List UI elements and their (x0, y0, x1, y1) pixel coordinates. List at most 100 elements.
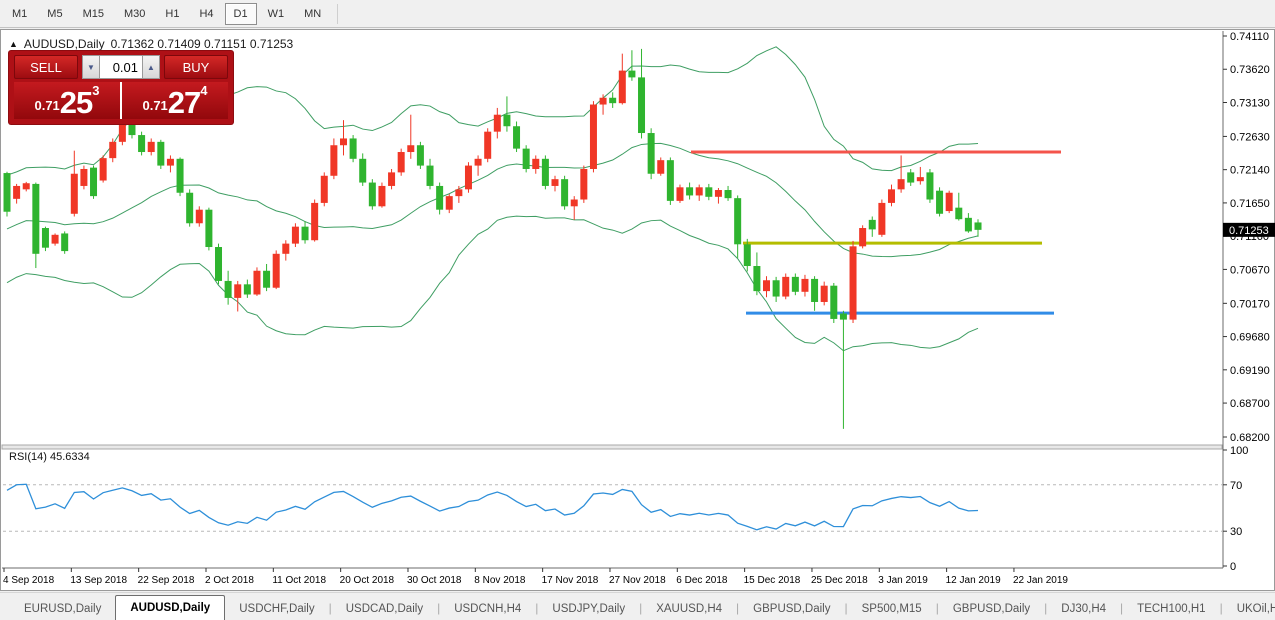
symbol-tab-usdcnh-h4[interactable]: USDCNH,H4 (454, 602, 522, 615)
sell-button[interactable]: SELL (14, 55, 78, 79)
sell-price-prefix: 0.71 (34, 98, 60, 113)
sell-price-button[interactable]: 0.71 25 3 (14, 82, 120, 119)
candle-body (782, 276, 790, 297)
symbol-tab-ukoil-h1[interactable]: UKOil,H1 (1236, 602, 1275, 615)
candle-body (666, 160, 674, 201)
candle-body (109, 141, 117, 159)
symbol-tab-sp500-m15[interactable]: SP500,M15 (861, 602, 922, 615)
timeframe-button-m15[interactable]: M15 (82, 7, 104, 20)
date-tick-label: 22 Sep 2018 (138, 575, 195, 586)
candle-body (157, 141, 165, 166)
candle-body (647, 133, 655, 174)
price-tick-label: 0.69680 (1230, 332, 1270, 344)
symbol-tab-tech100-h1[interactable]: TECH100,H1 (1137, 602, 1206, 615)
symbol-tab-gbpusd-daily[interactable]: GBPUSD,Daily (753, 602, 831, 615)
price-tick-label: 0.69190 (1230, 365, 1270, 377)
candle-body (551, 179, 559, 186)
timeframe-button-h4[interactable]: H4 (199, 7, 214, 20)
timeframe-toolbar: M1 M5 M15 M30 H1 H4 D1 W1 MN (0, 0, 1275, 28)
candle-body (657, 160, 665, 174)
date-tick-label: 8 Nov 2018 (474, 575, 526, 586)
symbol-tab-audusd-daily[interactable]: AUDUSD,Daily (115, 595, 226, 620)
symbol-tab-usdcad-daily[interactable]: USDCAD,Daily (345, 602, 424, 615)
candle-body (176, 158, 184, 193)
candle-body (859, 228, 867, 247)
candle-body (147, 141, 155, 153)
candle-body (234, 284, 242, 298)
price-axis: 0.74110 0.73620 0.73130 0.72630 0.72140 0.716… (1223, 31, 1275, 444)
bollinger-lower-band (6, 215, 979, 352)
chart-symbol-period: AUDUSD,Daily (23, 37, 105, 51)
timeframe-button-mn[interactable]: MN (304, 7, 322, 20)
date-tick-label: 27 Nov 2018 (609, 575, 666, 586)
volume-input[interactable] (100, 55, 142, 79)
candle-body (3, 173, 11, 212)
candle-body (22, 183, 30, 190)
symbol-tab-dj30-h4[interactable]: DJ30,H4 (1061, 602, 1107, 615)
candle-body (378, 185, 386, 207)
chart-ohlc-values: 0.71362 0.71409 0.71151 0.71253 (110, 37, 294, 51)
symbol-tab-gbpusd-daily[interactable]: GBPUSD,Daily (952, 602, 1031, 615)
candle-body (964, 217, 972, 232)
candle-body (195, 209, 203, 224)
candle-body (311, 202, 319, 241)
date-tick-label: 15 Dec 2018 (744, 575, 801, 586)
candle-body (522, 148, 530, 169)
tab-separator: | (535, 601, 539, 615)
symbol-tab-xauusd-h4[interactable]: XAUUSD,H4 (656, 602, 723, 615)
candle-body (734, 198, 742, 245)
symbol-tab-eurusd-daily[interactable]: EURUSD,Daily (24, 602, 102, 615)
price-tick-label: 0.72630 (1230, 131, 1270, 143)
timeframe-button-h1[interactable]: H1 (165, 7, 180, 20)
tab-separator: | (1044, 601, 1048, 615)
candle-body (32, 183, 40, 254)
pane-splitter[interactable] (1, 444, 1223, 450)
symbol-tab-usdjpy-daily[interactable]: USDJPY,Daily (552, 602, 626, 615)
one-click-collapse-icon[interactable]: ▲ (9, 39, 18, 49)
candle-body (243, 284, 251, 295)
candle-body (407, 145, 415, 153)
candle-body (474, 158, 482, 166)
candle-body (676, 187, 684, 201)
buy-button[interactable]: BUY (164, 55, 228, 79)
timeframe-button-m30[interactable]: M30 (123, 7, 146, 20)
rsi-pane: 100 70 30 0 (3, 445, 1248, 573)
buy-price-button[interactable]: 0.71 27 4 (122, 82, 228, 119)
sell-price-pip: 3 (92, 83, 100, 98)
volume-stepper: ▼ ▲ (82, 55, 160, 79)
price-tick-label: 0.68200 (1230, 432, 1270, 444)
candle-body (916, 177, 924, 182)
rsi-scale-label: 100 (1230, 445, 1248, 457)
candle-body (388, 172, 396, 186)
candle-body (791, 276, 799, 292)
candle-body (638, 77, 646, 134)
date-tick-label: 17 Nov 2018 (542, 575, 599, 586)
current-price-label: 0.71253 (1229, 225, 1269, 237)
candle-body (974, 222, 982, 230)
buy-price-big: 27 (167, 84, 201, 120)
candle-body (868, 219, 876, 230)
rsi-scale-label: 70 (1230, 480, 1242, 492)
candle-body (772, 280, 780, 297)
candle-body (493, 114, 501, 132)
volume-increase-icon[interactable]: ▲ (142, 55, 160, 79)
timeframe-button-m5[interactable]: M5 (47, 7, 63, 20)
symbol-tab-usdchf-daily[interactable]: USDCHF,Daily (239, 602, 315, 615)
date-tick-label: 13 Sep 2018 (70, 575, 127, 586)
candle-body (484, 131, 492, 159)
volume-decrease-icon[interactable]: ▼ (82, 55, 100, 79)
candle-body (166, 158, 174, 166)
price-tick-label: 0.70670 (1230, 264, 1270, 276)
price-tick-label: 0.73620 (1230, 64, 1270, 76)
candle-body (763, 280, 771, 292)
timeframe-button-d1[interactable]: D1 (224, 2, 257, 25)
timeframe-button-m1[interactable]: M1 (12, 7, 28, 20)
candle-body (830, 285, 838, 319)
candle-body (13, 185, 21, 199)
candle-body (436, 185, 444, 210)
timeframe-button-w1[interactable]: W1 (267, 7, 285, 20)
candle-body (878, 202, 886, 235)
date-tick-label: 2 Oct 2018 (205, 575, 254, 586)
candle-body (753, 266, 761, 292)
